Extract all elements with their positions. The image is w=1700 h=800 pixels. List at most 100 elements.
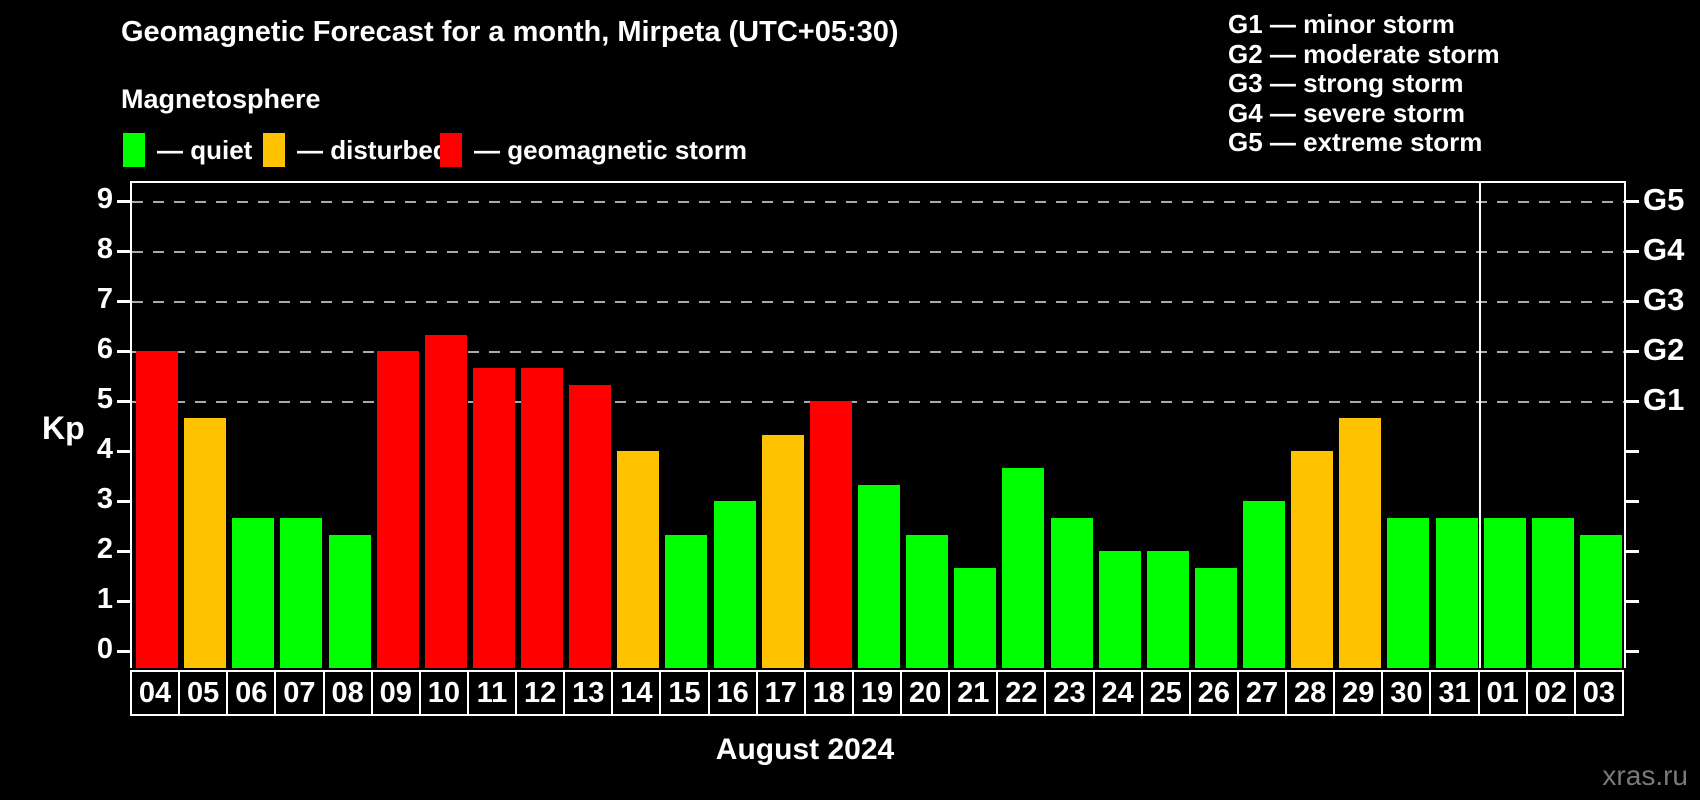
day-label-18: 18	[803, 670, 854, 716]
y-tick-right-8	[1626, 250, 1639, 253]
kp-bar-day-21	[954, 567, 997, 668]
day-label-14: 14	[611, 670, 662, 716]
y-tick-left-1	[117, 600, 130, 603]
g-scale-legend-line: G1 — minor storm	[1228, 9, 1455, 39]
y-axis-label-1: 1	[96, 583, 113, 615]
y-tick-right-3	[1626, 500, 1639, 503]
day-label-08: 08	[322, 670, 373, 716]
g-axis-label-G4: G4	[1643, 232, 1685, 267]
y-tick-left-3	[117, 500, 130, 503]
kp-bar-day-01	[1483, 517, 1526, 668]
y-tick-right-9	[1626, 200, 1639, 203]
y-axis-label-8: 8	[96, 233, 113, 265]
legend-item-quiet: — quiet	[123, 131, 252, 169]
x-axis-title-month: August 2024	[715, 733, 895, 766]
quiet-color-swatch	[123, 133, 145, 167]
kp-bar-chart-plot-area	[130, 181, 1626, 668]
day-label-20: 20	[900, 670, 951, 716]
kp-bar-day-19	[858, 484, 900, 668]
gridline-kp-7	[132, 301, 1624, 303]
storm-color-swatch	[440, 133, 462, 167]
kp-bar-day-31	[1435, 517, 1478, 668]
y-tick-left-0	[117, 650, 130, 653]
page-title: Geomagnetic Forecast for a month, Mirpet…	[121, 16, 899, 48]
y-tick-right-0	[1626, 650, 1639, 653]
kp-bar-day-07	[280, 517, 323, 668]
g-axis-label-G1: G1	[1643, 382, 1685, 417]
g-scale-legend-line: G3 — strong storm	[1228, 68, 1464, 98]
kp-bar-day-16	[713, 501, 756, 668]
kp-bar-day-17	[761, 434, 804, 668]
y-tick-left-2	[117, 550, 130, 553]
kp-bar-day-13	[569, 384, 612, 668]
y-axis-label-3: 3	[96, 483, 113, 515]
day-label-31: 31	[1429, 670, 1480, 716]
kp-bar-day-11	[472, 367, 515, 668]
y-tick-left-8	[117, 250, 130, 253]
day-label-25: 25	[1140, 670, 1191, 716]
y-tick-left-9	[117, 200, 130, 203]
y-tick-left-4	[117, 450, 130, 453]
subtitle-magnetosphere: Magnetosphere	[121, 84, 321, 114]
day-label-17: 17	[755, 670, 806, 716]
kp-bar-day-23	[1050, 517, 1093, 668]
kp-bar-day-05	[184, 417, 227, 668]
day-label-04: 04	[130, 670, 181, 716]
kp-bar-day-18	[809, 401, 852, 668]
day-labels-row: 04 05 06 07 08 09 10 11 12 13 14 15 16 17 18 19 20 21 22 23…	[130, 670, 1626, 716]
kp-bar-day-24	[1098, 551, 1141, 668]
day-label-26: 26	[1188, 670, 1239, 716]
kp-bar-day-10	[424, 334, 467, 668]
day-label-07: 07	[274, 670, 325, 716]
day-label-30: 30	[1381, 670, 1432, 716]
y-axis-label-9: 9	[96, 183, 113, 215]
kp-bar-day-12	[521, 367, 564, 668]
legend-label: — geomagnetic storm	[474, 134, 748, 165]
day-label-11: 11	[466, 670, 518, 716]
y-axis-label-7: 7	[96, 283, 113, 315]
day-label-09: 09	[370, 670, 421, 716]
day-label-19: 19	[851, 670, 903, 716]
day-label-22: 22	[996, 670, 1047, 716]
kp-bar-day-27	[1243, 501, 1286, 668]
day-label-13: 13	[563, 670, 614, 716]
day-label-05: 05	[178, 670, 229, 716]
day-label-21: 21	[948, 670, 999, 716]
g-scale-legend-line: G4 — severe storm	[1228, 97, 1466, 128]
g-axis-label-G2: G2	[1643, 332, 1685, 367]
kp-bar-day-25	[1146, 551, 1189, 668]
legend-label: — quiet	[157, 134, 253, 165]
day-label-10: 10	[418, 670, 469, 716]
y-tick-left-6	[117, 350, 130, 353]
day-label-15: 15	[659, 670, 710, 716]
gridline-kp-8	[132, 251, 1624, 253]
legend-item-storm: — geomagnetic storm	[440, 131, 747, 169]
kp-bar-day-09	[376, 351, 419, 668]
disturbed-color-swatch	[263, 133, 285, 167]
kp-bar-day-28	[1291, 451, 1334, 668]
day-label-12: 12	[515, 670, 566, 716]
day-label-02: 02	[1525, 670, 1576, 716]
kp-bar-day-02	[1531, 517, 1574, 668]
y-axis-label-2: 2	[96, 533, 113, 565]
g-scale-legend-line: G5 — extreme storm	[1228, 127, 1483, 157]
y-axis-title-kp: Kp	[42, 410, 85, 446]
kp-bar-day-20	[906, 534, 949, 668]
kp-bar-day-30	[1387, 517, 1430, 668]
day-label-23: 23	[1044, 670, 1095, 716]
y-tick-right-6	[1626, 350, 1639, 353]
day-label-16: 16	[707, 670, 758, 716]
gridline-kp-9	[132, 201, 1624, 203]
y-tick-right-5	[1626, 400, 1639, 403]
g-axis-label-G3: G3	[1643, 282, 1685, 317]
y-tick-right-7	[1626, 300, 1639, 303]
y-axis-label-5: 5	[96, 383, 113, 415]
kp-bar-day-08	[328, 534, 371, 668]
kp-bar-day-15	[665, 534, 708, 668]
y-tick-right-4	[1626, 450, 1639, 453]
y-axis-label-4: 4	[96, 433, 113, 465]
gridline-kp-6	[132, 351, 1624, 353]
kp-bar-day-22	[1002, 467, 1045, 668]
day-label-27: 27	[1236, 670, 1288, 716]
